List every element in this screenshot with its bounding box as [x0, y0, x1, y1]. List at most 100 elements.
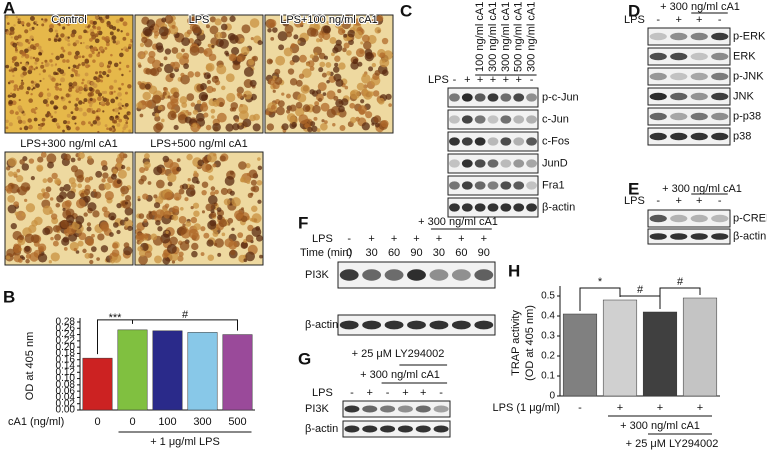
cell	[304, 123, 310, 129]
cell	[193, 223, 201, 231]
cell	[272, 89, 276, 93]
cell	[30, 176, 35, 181]
lps-sign: -	[656, 195, 660, 207]
annotation: ***	[109, 312, 123, 324]
blot-strip	[647, 107, 731, 126]
cell	[385, 93, 392, 100]
cell	[231, 227, 235, 231]
header: + 300 ng/ml cA1	[418, 216, 498, 228]
cell	[140, 54, 145, 58]
cell	[42, 191, 50, 199]
cell	[285, 93, 291, 99]
row-label: c-Fos	[542, 135, 570, 147]
cell	[70, 111, 74, 115]
cell	[48, 74, 52, 78]
cell	[83, 29, 87, 34]
cell	[196, 99, 202, 105]
blot-strip	[647, 47, 731, 66]
cell	[309, 89, 315, 95]
cell	[87, 25, 90, 29]
cell	[13, 88, 17, 91]
cell	[121, 130, 125, 133]
cell	[54, 29, 58, 33]
cell	[246, 172, 251, 177]
cell	[181, 48, 185, 53]
cell	[161, 17, 167, 23]
cell	[167, 110, 177, 121]
cell	[236, 55, 243, 62]
cell	[84, 72, 89, 77]
cell	[250, 179, 257, 186]
cell	[113, 79, 118, 83]
cell	[179, 96, 188, 104]
treatment-label: 300 ng/ml cA1	[525, 2, 537, 72]
cell	[186, 29, 192, 35]
cell	[50, 236, 54, 241]
blot-band	[649, 72, 667, 81]
cell	[46, 88, 50, 91]
cell	[63, 247, 68, 251]
cell	[96, 30, 100, 34]
cell	[54, 178, 61, 185]
lps-label: LPS	[312, 233, 333, 245]
cell	[97, 130, 100, 133]
cell	[298, 73, 305, 79]
cell	[181, 102, 188, 108]
cell	[112, 242, 119, 249]
cell	[151, 210, 157, 216]
cell	[277, 31, 288, 42]
cell	[105, 42, 110, 47]
cell	[365, 52, 373, 60]
cell	[126, 64, 130, 69]
cell	[319, 38, 323, 42]
cell	[247, 224, 254, 232]
cell	[44, 18, 48, 22]
cell	[265, 111, 270, 116]
cell	[80, 42, 83, 45]
blot-band	[670, 72, 688, 81]
blot-band	[690, 132, 708, 141]
cell	[180, 206, 184, 211]
cell	[66, 214, 75, 224]
cell	[123, 123, 129, 129]
cell	[289, 104, 297, 112]
cell	[64, 153, 71, 161]
cell	[218, 219, 228, 228]
cell	[107, 60, 113, 65]
cell	[318, 52, 326, 60]
row-label: β-actin	[305, 423, 338, 435]
cell	[60, 46, 64, 50]
bar	[602, 299, 638, 397]
cell	[172, 205, 180, 213]
blot-band	[649, 112, 667, 121]
blot-band	[670, 92, 688, 101]
cell	[122, 36, 127, 41]
cell	[214, 18, 222, 26]
cell	[100, 160, 108, 167]
cell	[54, 110, 57, 114]
cell	[92, 120, 97, 125]
cell	[28, 98, 33, 103]
lps-label: LPS	[624, 14, 645, 26]
cell	[180, 72, 185, 78]
cell	[83, 84, 88, 88]
cell	[106, 74, 110, 78]
cell	[75, 126, 80, 131]
cell	[75, 97, 80, 102]
cell	[33, 117, 38, 122]
header: + 300 ng/ml cA1	[360, 369, 440, 381]
cell	[210, 209, 215, 214]
cell	[207, 254, 215, 261]
cell	[297, 40, 301, 44]
cell	[374, 69, 381, 76]
cell	[92, 210, 100, 218]
y-tick-label: 0.2	[541, 351, 555, 362]
cell	[383, 50, 393, 60]
time-label: Time (min)	[300, 247, 352, 259]
cell	[205, 64, 213, 71]
cell	[104, 35, 110, 41]
cell	[141, 220, 149, 228]
cell	[137, 198, 141, 202]
cell	[18, 84, 24, 90]
cell	[97, 96, 102, 102]
